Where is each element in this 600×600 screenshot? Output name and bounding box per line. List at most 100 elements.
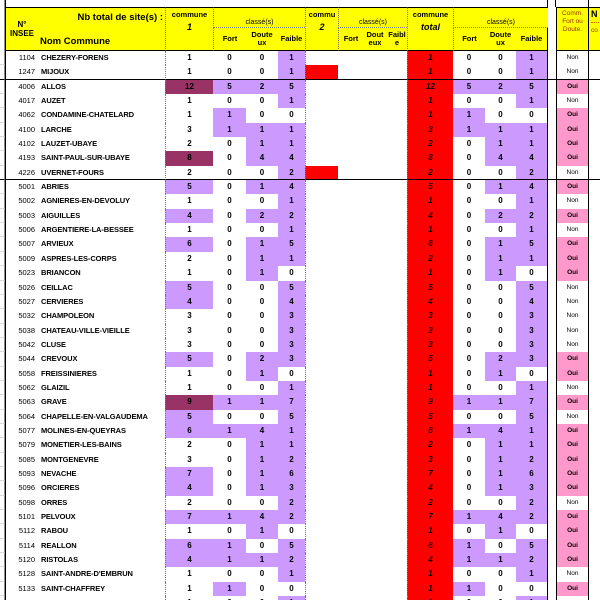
cell-commune1-douteux[interactable]: 0 xyxy=(259,110,265,120)
cell-commune1-faible[interactable]: 1 xyxy=(278,380,305,396)
cell-commune1-faible[interactable]: 2 xyxy=(278,165,305,181)
cell-commune-name[interactable]: CLUSE xyxy=(41,339,66,349)
cell-commune2-douteux[interactable] xyxy=(363,453,387,467)
cell-total[interactable]: 3 xyxy=(407,452,453,467)
cell-total-fort[interactable]: 1 xyxy=(453,108,485,123)
cell-commune2-total[interactable] xyxy=(305,180,338,195)
cell-total-faible[interactable]: 0 xyxy=(516,366,548,381)
cell-comm-fort-ou-doute[interactable]: Oui xyxy=(556,395,589,410)
cell-total-faible[interactable]: 0 xyxy=(516,524,548,539)
cell-commune2-fort[interactable] xyxy=(338,367,363,381)
cell-commune1-douteux[interactable]: 0 xyxy=(246,596,278,600)
cell-comm-fort-ou-doute[interactable]: Oui xyxy=(556,266,589,281)
cell-commune2-faible[interactable] xyxy=(387,338,407,352)
cell-total-fort[interactable]: 0 xyxy=(466,196,472,206)
cell-commune2-douteux[interactable] xyxy=(363,524,387,538)
cell-commune1-fort[interactable]: 0 xyxy=(227,454,232,464)
cell-commune2-total[interactable] xyxy=(305,94,338,109)
cell-commune1-fort[interactable]: 0 xyxy=(227,368,232,378)
cell-commune1-faible[interactable]: 7 xyxy=(278,395,305,410)
cell-commune1-total[interactable]: 2 xyxy=(165,165,213,181)
cell-commune1-total[interactable]: 5 xyxy=(165,180,213,195)
cell-commune2-total[interactable] xyxy=(305,366,338,381)
cell-total[interactable]: 2 xyxy=(407,251,453,267)
cell-commune2-fort[interactable] xyxy=(338,137,363,151)
cell-comm-fort-ou-doute[interactable]: Non xyxy=(556,567,589,582)
cell-commune2-faible[interactable] xyxy=(387,94,407,108)
cell-total[interactable]: 8 xyxy=(407,151,453,166)
cell-commune2-douteux[interactable] xyxy=(363,309,387,323)
cell-total-fort[interactable]: 0 xyxy=(466,311,472,321)
cell-insee[interactable]: 5058 xyxy=(5,366,38,381)
cell-comm-fort-ou-doute[interactable]: Non xyxy=(556,337,589,353)
cell-commune2-douteux[interactable] xyxy=(363,438,387,452)
header-fort-total[interactable]: Fort xyxy=(453,28,485,51)
cell-commune1-total[interactable]: 1 xyxy=(165,108,213,123)
cell-commune2-fort[interactable] xyxy=(338,524,363,538)
cell-commune2-total[interactable] xyxy=(305,280,338,295)
cell-comm-fort-ou-doute[interactable]: Non xyxy=(556,323,589,338)
cell-total-douteux[interactable]: 4 xyxy=(485,151,516,166)
cell-comm-fort-ou-doute[interactable]: Oui xyxy=(556,553,589,568)
cell-total-fort[interactable]: 0 xyxy=(466,483,472,493)
cell-commune2-fort[interactable] xyxy=(338,309,363,323)
cell-total-fort[interactable]: 0 xyxy=(466,339,472,349)
cell-commune2-douteux[interactable] xyxy=(363,582,387,596)
cell-total-fort[interactable]: 1 xyxy=(453,395,485,410)
cell-insee[interactable]: 4017 xyxy=(5,94,38,109)
header-fort-2[interactable]: Fort xyxy=(338,28,363,51)
cell-total[interactable]: 5 xyxy=(407,352,453,367)
cell-insee[interactable]: 5007 xyxy=(5,237,38,252)
cell-commune2-faible[interactable] xyxy=(387,123,407,137)
cell-commune2-total[interactable] xyxy=(305,553,338,568)
cell-commune1-total[interactable]: 4 xyxy=(165,208,213,224)
cell-commune-name[interactable]: PELVOUX xyxy=(41,512,76,521)
cell-total[interactable]: 12 xyxy=(407,79,453,95)
cell-commune2-douteux[interactable] xyxy=(363,352,387,366)
cell-commune1-faible[interactable]: 1 xyxy=(278,137,305,152)
cell-commune1-douteux[interactable]: 1 xyxy=(246,395,278,410)
cell-commune2-douteux[interactable] xyxy=(363,410,387,424)
cell-total-fort[interactable]: 0 xyxy=(466,325,472,335)
cell-commune2-douteux[interactable] xyxy=(363,596,387,600)
cell-commune1-douteux[interactable]: 1 xyxy=(246,466,278,482)
cell-comm-fort-ou-doute[interactable]: Oui xyxy=(556,452,589,467)
cell-commune1-fort[interactable]: 0 xyxy=(227,96,232,106)
cell-commune2-fort[interactable] xyxy=(338,237,363,251)
cell-commune2-fort[interactable] xyxy=(338,438,363,452)
cell-commune2-total[interactable] xyxy=(305,266,338,281)
cell-commune1-faible[interactable]: 1 xyxy=(278,596,305,600)
cell-commune1-fort[interactable]: 0 xyxy=(227,139,232,149)
cell-commune-name[interactable]: SAINT-CLEMENT-SUR-DURANCE xyxy=(38,596,165,600)
cell-commune1-total[interactable]: 5 xyxy=(165,352,213,367)
cell-commune1-faible[interactable]: 0 xyxy=(289,110,294,120)
cell-commune1-fort[interactable]: 1 xyxy=(213,122,246,138)
cell-insee[interactable]: 5101 xyxy=(5,510,38,525)
cell-total[interactable]: 2 xyxy=(407,137,453,152)
cell-commune1-faible[interactable]: 1 xyxy=(278,51,305,66)
cell-commune2-faible[interactable] xyxy=(387,510,407,524)
cell-commune1-fort[interactable]: 0 xyxy=(227,53,232,62)
cell-commune1-douteux[interactable]: 1 xyxy=(246,237,278,252)
cell-commune1-douteux[interactable]: 4 xyxy=(246,423,278,439)
cell-commune1-douteux[interactable]: 0 xyxy=(259,339,265,349)
cell-commune2-total[interactable] xyxy=(305,237,338,252)
cell-commune2-douteux[interactable] xyxy=(363,65,387,80)
cell-commune2-fort[interactable] xyxy=(338,410,363,424)
header-commune-total[interactable]: commune total xyxy=(407,7,453,51)
cell-total[interactable]: 5 xyxy=(407,180,453,195)
cell-comm-fort-ou-doute[interactable]: Non xyxy=(556,409,589,424)
cell-total-faible[interactable]: 2 xyxy=(516,208,548,224)
cell-total[interactable]: 1 xyxy=(407,596,453,600)
cell-commune2-faible[interactable] xyxy=(387,295,407,309)
cell-total[interactable]: 9 xyxy=(407,395,453,410)
cell-total-fort[interactable]: 0 xyxy=(466,382,472,392)
cell-insee[interactable]: 4100 xyxy=(5,122,38,138)
cell-commune2-faible[interactable] xyxy=(387,309,407,323)
cell-commune1-total[interactable]: 3 xyxy=(165,323,213,338)
cell-total-faible[interactable]: 1 xyxy=(516,423,548,439)
cell-insee[interactable]: 5006 xyxy=(5,223,38,238)
cell-commune-name[interactable]: LARCHE xyxy=(41,124,72,134)
cell-total-faible[interactable]: 3 xyxy=(516,352,548,367)
cell-total-faible[interactable]: 3 xyxy=(516,309,548,324)
